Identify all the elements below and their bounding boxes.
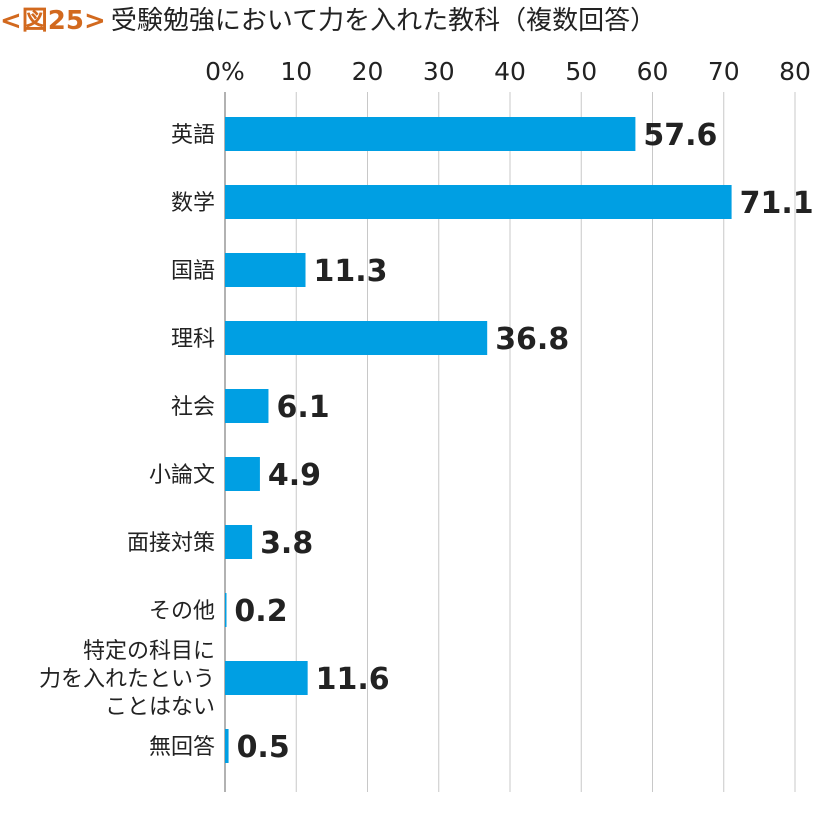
bar: [225, 525, 253, 559]
category-label: 無回答: [149, 735, 215, 760]
data-label: 11.3: [314, 254, 388, 289]
bar: [225, 457, 260, 491]
category-label: 力を入れたという: [39, 667, 215, 692]
x-tick-label: 20: [352, 57, 384, 86]
category-label: 理科: [171, 327, 215, 352]
x-tick-label: 30: [423, 57, 455, 86]
category-label: 面接対策: [127, 531, 215, 556]
x-tick-label: 50: [565, 57, 597, 86]
x-tick-label: 60: [637, 57, 669, 86]
chart-title: <図25> 受験勉強において力を入れた教科（複数回答）: [0, 0, 834, 48]
category-label: 国語: [171, 259, 215, 284]
category-label: 小論文: [149, 463, 215, 488]
category-label: 特定の科目に: [83, 639, 215, 664]
chart-title-text: 受験勉強において力を入れた教科（複数回答）: [110, 6, 657, 36]
x-tick-label: 80: [779, 57, 811, 86]
bar: [225, 661, 308, 695]
data-label: 4.9: [268, 458, 321, 493]
data-label: 71.1: [740, 186, 814, 221]
bar: [225, 593, 227, 627]
category-label: 社会: [171, 395, 215, 420]
x-tick-label: 40: [494, 57, 526, 86]
data-label: 57.6: [643, 118, 717, 153]
x-tick-label: 0%: [205, 57, 245, 86]
x-tick-label: 70: [708, 57, 740, 86]
figure-number: <図25>: [0, 6, 106, 36]
data-label: 0.5: [237, 730, 290, 765]
category-label: その他: [149, 599, 215, 624]
category-label: ことはない: [105, 695, 215, 720]
bar: [225, 117, 636, 151]
x-tick-label: 10: [280, 57, 312, 86]
category-label: 英語: [171, 123, 215, 148]
data-label: 0.2: [234, 594, 287, 629]
data-label: 11.6: [316, 662, 390, 697]
bar: [225, 729, 229, 763]
bar: [225, 389, 269, 423]
bar: [225, 253, 306, 287]
category-label: 数学: [171, 191, 215, 216]
data-label: 36.8: [495, 322, 569, 357]
data-label: 6.1: [276, 390, 329, 425]
bar: [225, 321, 488, 355]
bar: [225, 185, 732, 219]
data-label: 3.8: [260, 526, 313, 561]
